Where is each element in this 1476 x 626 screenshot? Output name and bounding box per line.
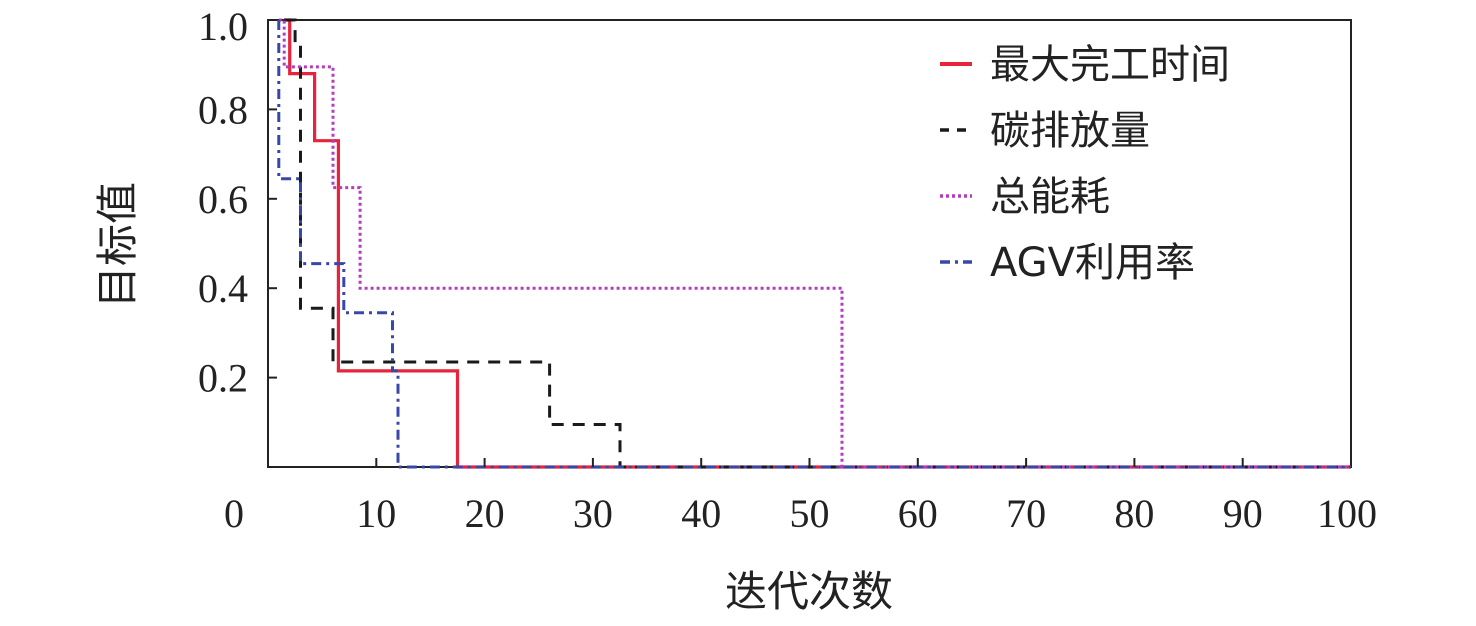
y-tick-label: 1.0	[198, 4, 248, 49]
legend-label-4: AGV利用率	[990, 240, 1195, 286]
y-axis: 0.2 0.4 0.6 0.8 1.0	[198, 4, 277, 401]
legend-label-3: 总能耗	[990, 174, 1110, 220]
x-tick-label: 30	[573, 491, 613, 536]
x-axis: 0 10 20 30 40 50 60 70 80 90 100	[224, 458, 1377, 536]
x-tick-label: 100	[1317, 491, 1377, 536]
x-axis-title: 迭代次数	[725, 567, 893, 616]
y-axis-title: 目标值	[93, 182, 142, 308]
x-tick-label: 10	[356, 491, 396, 536]
x-tick-label: 90	[1223, 491, 1263, 536]
y-tick-label: 0.6	[198, 177, 248, 222]
x-tick-label: 20	[465, 491, 505, 536]
series-line-3	[278, 18, 1351, 469]
y-tick-label: 0.4	[198, 266, 248, 311]
series-line-2	[284, 18, 1351, 469]
y-tick-label: 0.8	[198, 87, 248, 132]
x-tick-label: 70	[1006, 491, 1046, 536]
x-tick-label: 50	[790, 491, 830, 536]
x-tick-label: 80	[1114, 491, 1154, 536]
legend-label-2: 碳排放量	[990, 108, 1150, 154]
legend-label-1: 最大完工时间	[990, 42, 1230, 88]
x-tick-label: 60	[898, 491, 938, 536]
series-layer	[277, 18, 1351, 469]
x-tick-label: 40	[681, 491, 721, 536]
x-tick-label: 0	[224, 491, 244, 536]
y-tick-label: 0.2	[198, 356, 248, 401]
